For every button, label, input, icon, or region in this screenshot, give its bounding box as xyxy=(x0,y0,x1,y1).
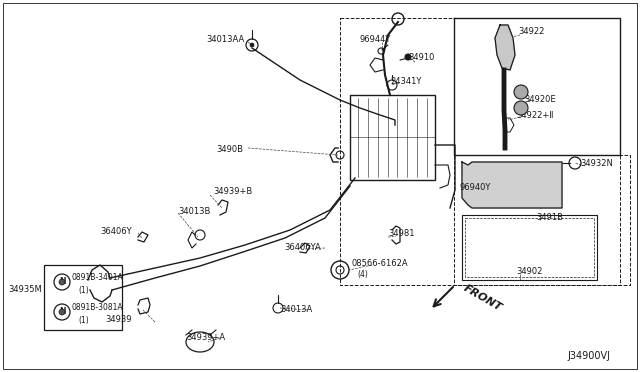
Text: (1): (1) xyxy=(78,285,89,295)
Text: 34902: 34902 xyxy=(516,267,542,276)
Circle shape xyxy=(250,43,254,47)
Text: N: N xyxy=(59,278,65,286)
Text: 96940Y: 96940Y xyxy=(460,183,492,192)
Text: 08566-6162A: 08566-6162A xyxy=(352,259,408,267)
Text: 34922+Ⅱ: 34922+Ⅱ xyxy=(516,110,554,119)
Text: (4): (4) xyxy=(357,269,368,279)
Text: 34013B: 34013B xyxy=(178,208,211,217)
Text: 34981: 34981 xyxy=(388,228,415,237)
Text: 34939: 34939 xyxy=(105,315,131,324)
Text: N: N xyxy=(59,308,65,317)
Text: 3491B: 3491B xyxy=(536,214,563,222)
Text: FRONT: FRONT xyxy=(462,283,504,313)
Text: 34013A: 34013A xyxy=(280,305,312,314)
Circle shape xyxy=(59,309,65,315)
Text: 34932N: 34932N xyxy=(580,158,613,167)
Text: J34900VJ: J34900VJ xyxy=(567,351,610,361)
Polygon shape xyxy=(495,25,515,70)
Text: 34922: 34922 xyxy=(518,28,545,36)
Text: 36406YA: 36406YA xyxy=(284,244,321,253)
Circle shape xyxy=(59,279,65,285)
Text: 0891B-3401A: 0891B-3401A xyxy=(72,273,124,282)
Circle shape xyxy=(405,54,411,60)
Text: 3490B: 3490B xyxy=(216,145,243,154)
Polygon shape xyxy=(462,162,562,208)
Text: 36406Y: 36406Y xyxy=(100,228,132,237)
Bar xyxy=(465,218,594,277)
Text: 34013AA: 34013AA xyxy=(207,35,245,45)
Text: 34920E: 34920E xyxy=(524,96,556,105)
Circle shape xyxy=(514,85,528,99)
Bar xyxy=(350,95,435,180)
Circle shape xyxy=(514,101,528,115)
Bar xyxy=(44,265,122,330)
Text: 0891B-3081A: 0891B-3081A xyxy=(72,304,124,312)
Text: 34939+B: 34939+B xyxy=(213,187,252,196)
Text: 34910: 34910 xyxy=(408,52,435,61)
Text: (1): (1) xyxy=(78,315,89,324)
Text: 34939+A: 34939+A xyxy=(186,333,225,341)
Text: 24341Y: 24341Y xyxy=(390,77,421,87)
Bar xyxy=(462,215,597,280)
Text: 34935M: 34935M xyxy=(8,285,42,295)
Text: 96944Y: 96944Y xyxy=(360,35,392,45)
